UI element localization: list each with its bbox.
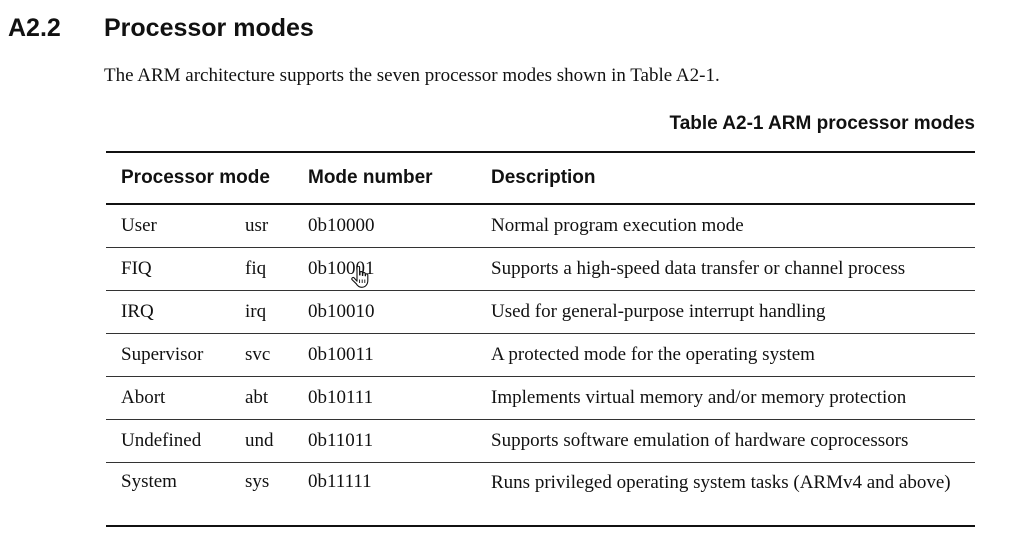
section-number: A2.2 [8, 14, 61, 43]
mode-description: Supports a high-speed data transfer or c… [491, 248, 975, 291]
mode-name: IRQ [106, 291, 245, 334]
mode-name: FIQ [106, 248, 245, 291]
mode-abbreviation: sys [245, 463, 308, 527]
table-row: System sys 0b11111 Runs privileged opera… [106, 463, 975, 527]
mode-number: 0b10011 [308, 334, 491, 377]
table-row: FIQ fiq 0b10001 Supports a high-speed da… [106, 248, 975, 291]
header-processor-mode: Processor mode [106, 152, 308, 204]
mode-abbreviation: usr [245, 204, 308, 248]
table-row: Supervisor svc 0b10011 A protected mode … [106, 334, 975, 377]
section-title: Processor modes [104, 14, 314, 43]
header-description: Description [491, 152, 975, 204]
table-caption: Table A2-1 ARM processor modes [670, 113, 975, 135]
mode-name: Supervisor [106, 334, 245, 377]
mode-abbreviation: abt [245, 377, 308, 420]
mode-description: Normal program execution mode [491, 204, 975, 248]
mode-number: 0b11111 [308, 463, 491, 527]
processor-modes-table: Processor mode Mode number Description U… [106, 151, 975, 527]
mode-name: Undefined [106, 420, 245, 463]
mode-abbreviation: fiq [245, 248, 308, 291]
mode-description: Runs privileged operating system tasks (… [491, 463, 975, 527]
table-row: Undefined und 0b11011 Supports software … [106, 420, 975, 463]
mode-name: User [106, 204, 245, 248]
table-row: IRQ irq 0b10010 Used for general-purpose… [106, 291, 975, 334]
mode-name: System [106, 463, 245, 527]
mode-number: 0b10001 [308, 248, 491, 291]
mode-number: 0b10111 [308, 377, 491, 420]
table-row: Abort abt 0b10111 Implements virtual mem… [106, 377, 975, 420]
mode-description: Used for general-purpose interrupt handl… [491, 291, 975, 334]
table-header-row: Processor mode Mode number Description [106, 152, 975, 204]
mode-abbreviation: svc [245, 334, 308, 377]
intro-paragraph: The ARM architecture supports the seven … [104, 65, 720, 87]
table-row: User usr 0b10000 Normal program executio… [106, 204, 975, 248]
mode-description: A protected mode for the operating syste… [491, 334, 975, 377]
mode-description: Implements virtual memory and/or memory … [491, 377, 975, 420]
header-mode-number: Mode number [308, 152, 491, 204]
mode-abbreviation: und [245, 420, 308, 463]
mode-number: 0b10000 [308, 204, 491, 248]
mode-number: 0b10010 [308, 291, 491, 334]
mode-description: Supports software emulation of hardware … [491, 420, 975, 463]
mode-name: Abort [106, 377, 245, 420]
mode-abbreviation: irq [245, 291, 308, 334]
mode-number: 0b11011 [308, 420, 491, 463]
hand-pointer-icon [351, 266, 369, 288]
